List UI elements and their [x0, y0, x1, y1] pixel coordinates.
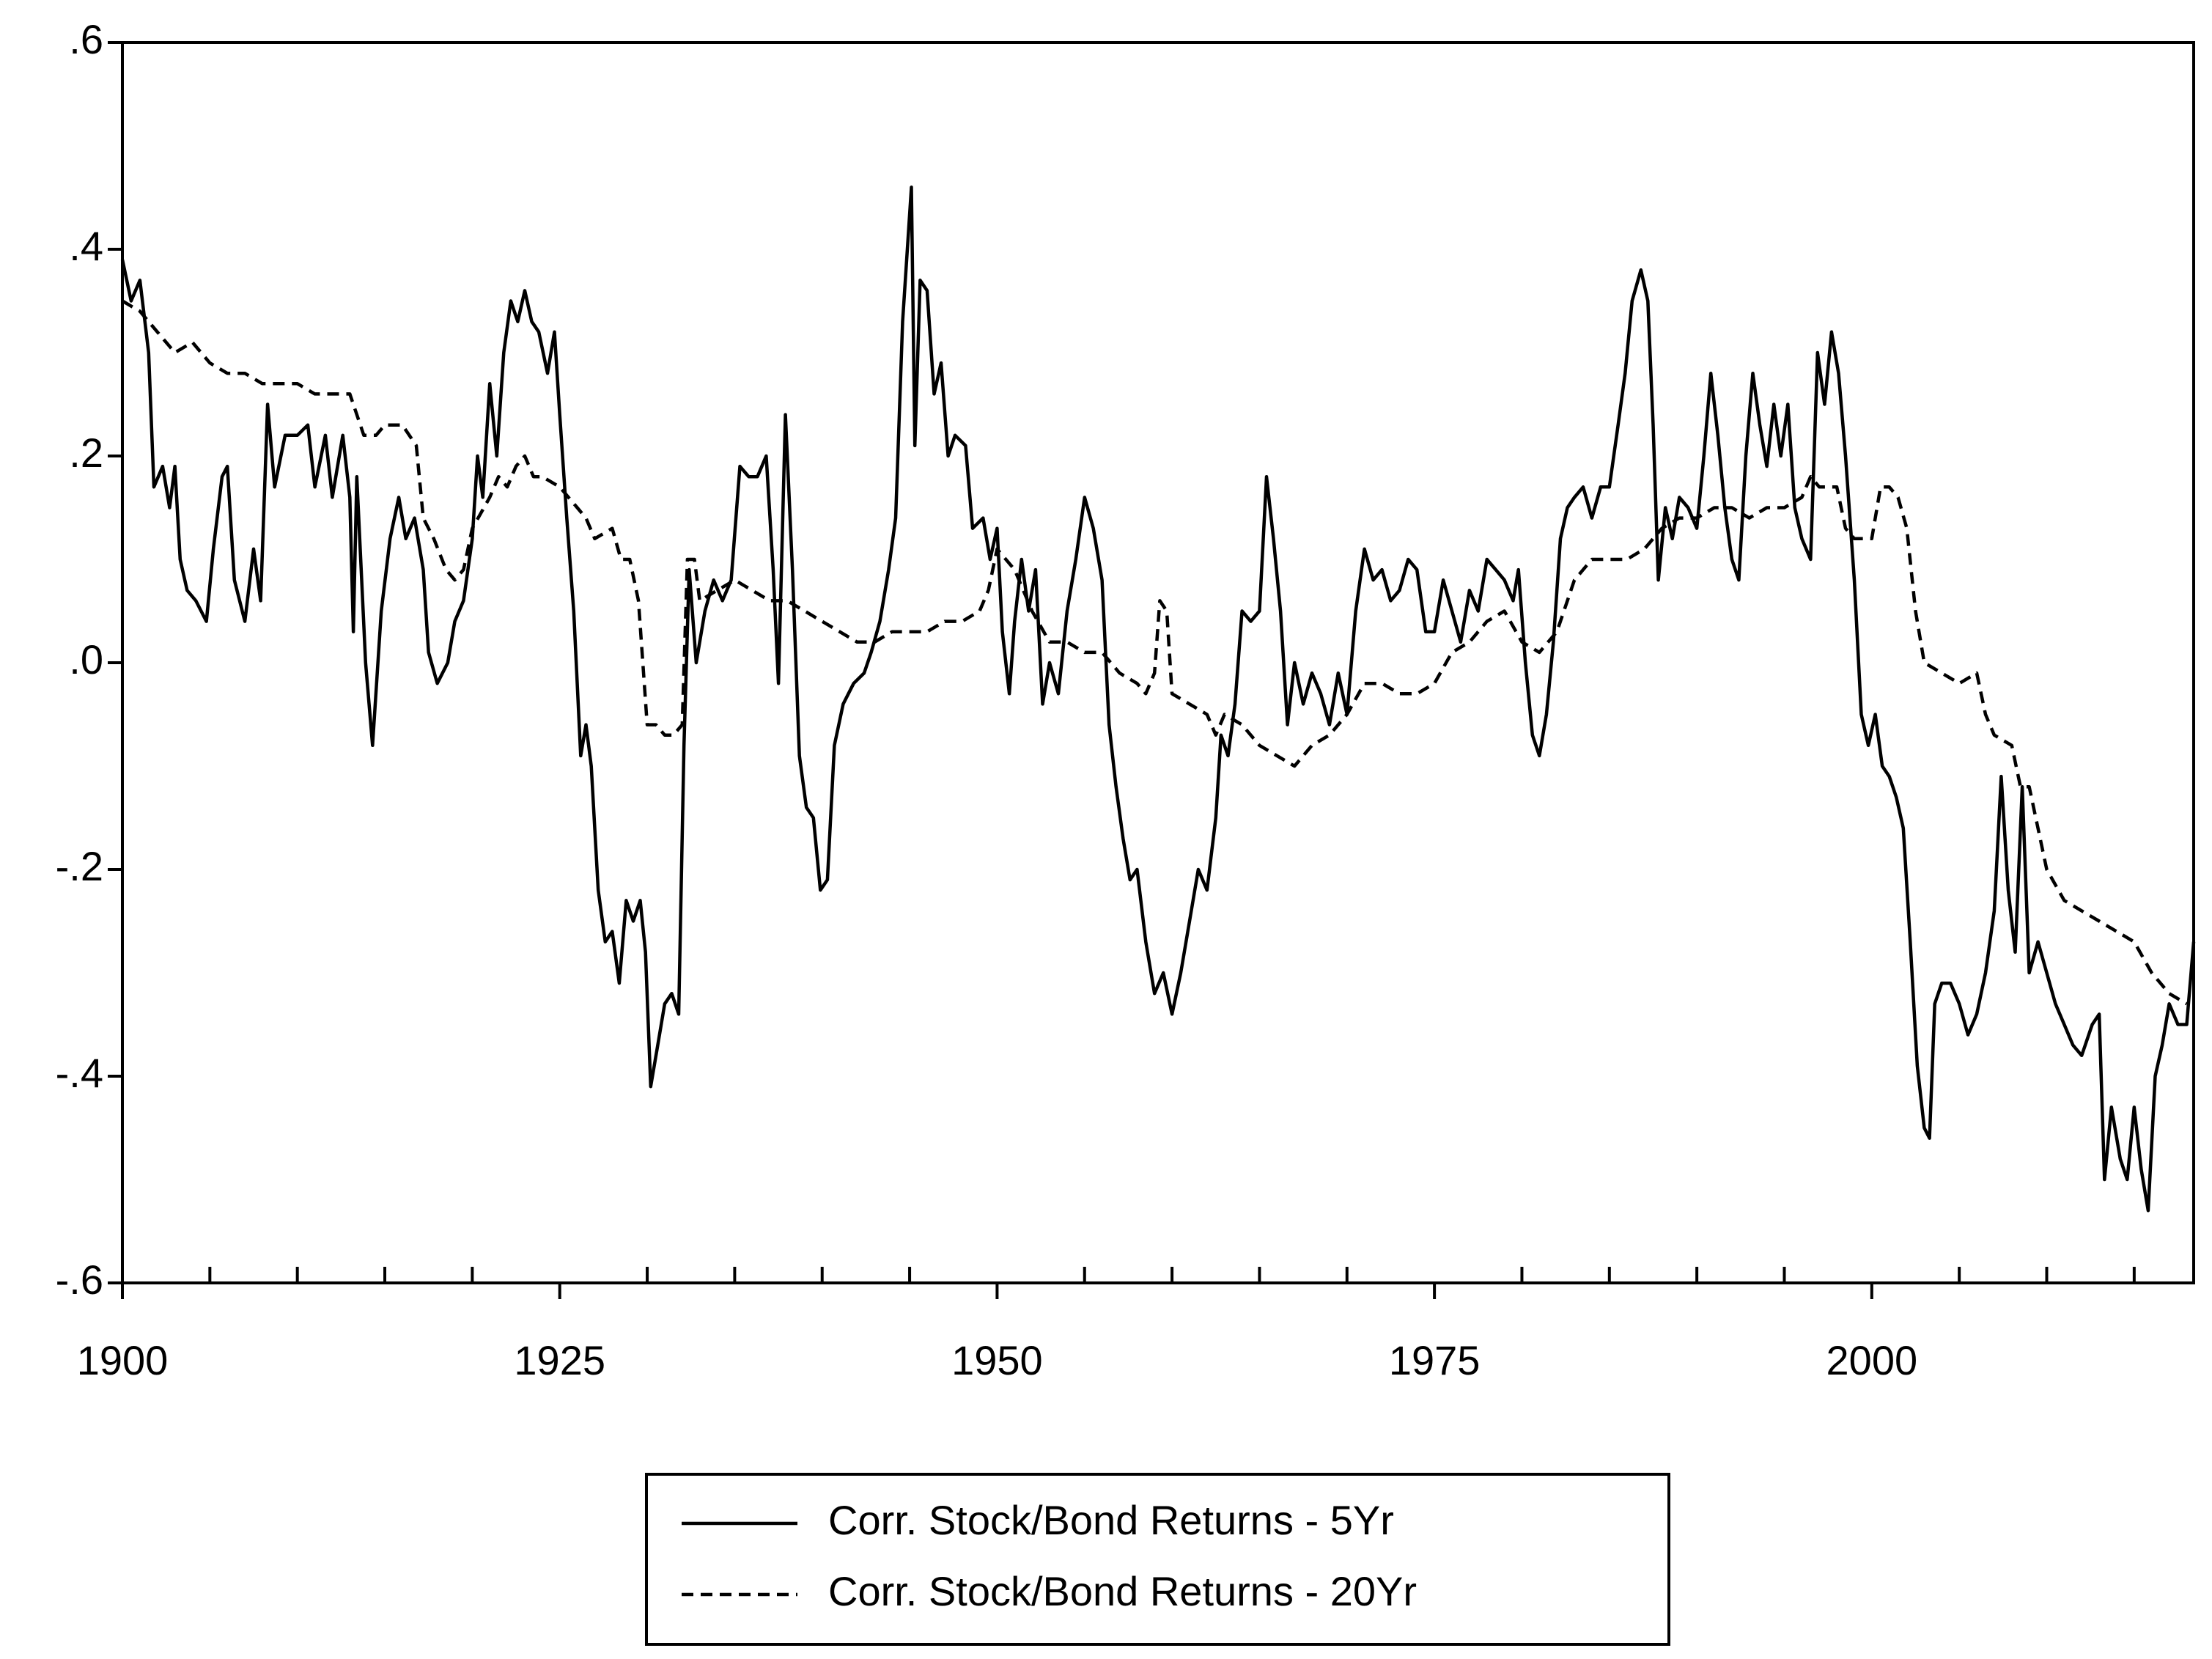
x-tick-label: 1950: [951, 1337, 1043, 1383]
y-tick-label: .2: [69, 430, 103, 476]
x-tick-label: 1975: [1389, 1337, 1481, 1383]
series-line: [120, 185, 2196, 1213]
y-tick-label: .4: [69, 223, 103, 269]
legend-box: [645, 1473, 1670, 1646]
legend-label: Corr. Stock/Bond Returns - 5Yr: [828, 1497, 1394, 1543]
y-tick-label: .6: [69, 16, 103, 62]
y-tick-label: -.2: [56, 843, 103, 889]
x-tick-label: 2000: [1826, 1337, 1918, 1383]
x-tick-label: 1925: [514, 1337, 605, 1383]
legend-label: Corr. Stock/Bond Returns - 20Yr: [828, 1568, 1417, 1614]
x-tick-label: 1900: [77, 1337, 169, 1383]
series-line: [121, 299, 2188, 1006]
y-tick-label: -.4: [56, 1050, 103, 1096]
y-tick-label: .0: [69, 636, 103, 683]
y-tick-label: -.6: [56, 1257, 103, 1303]
